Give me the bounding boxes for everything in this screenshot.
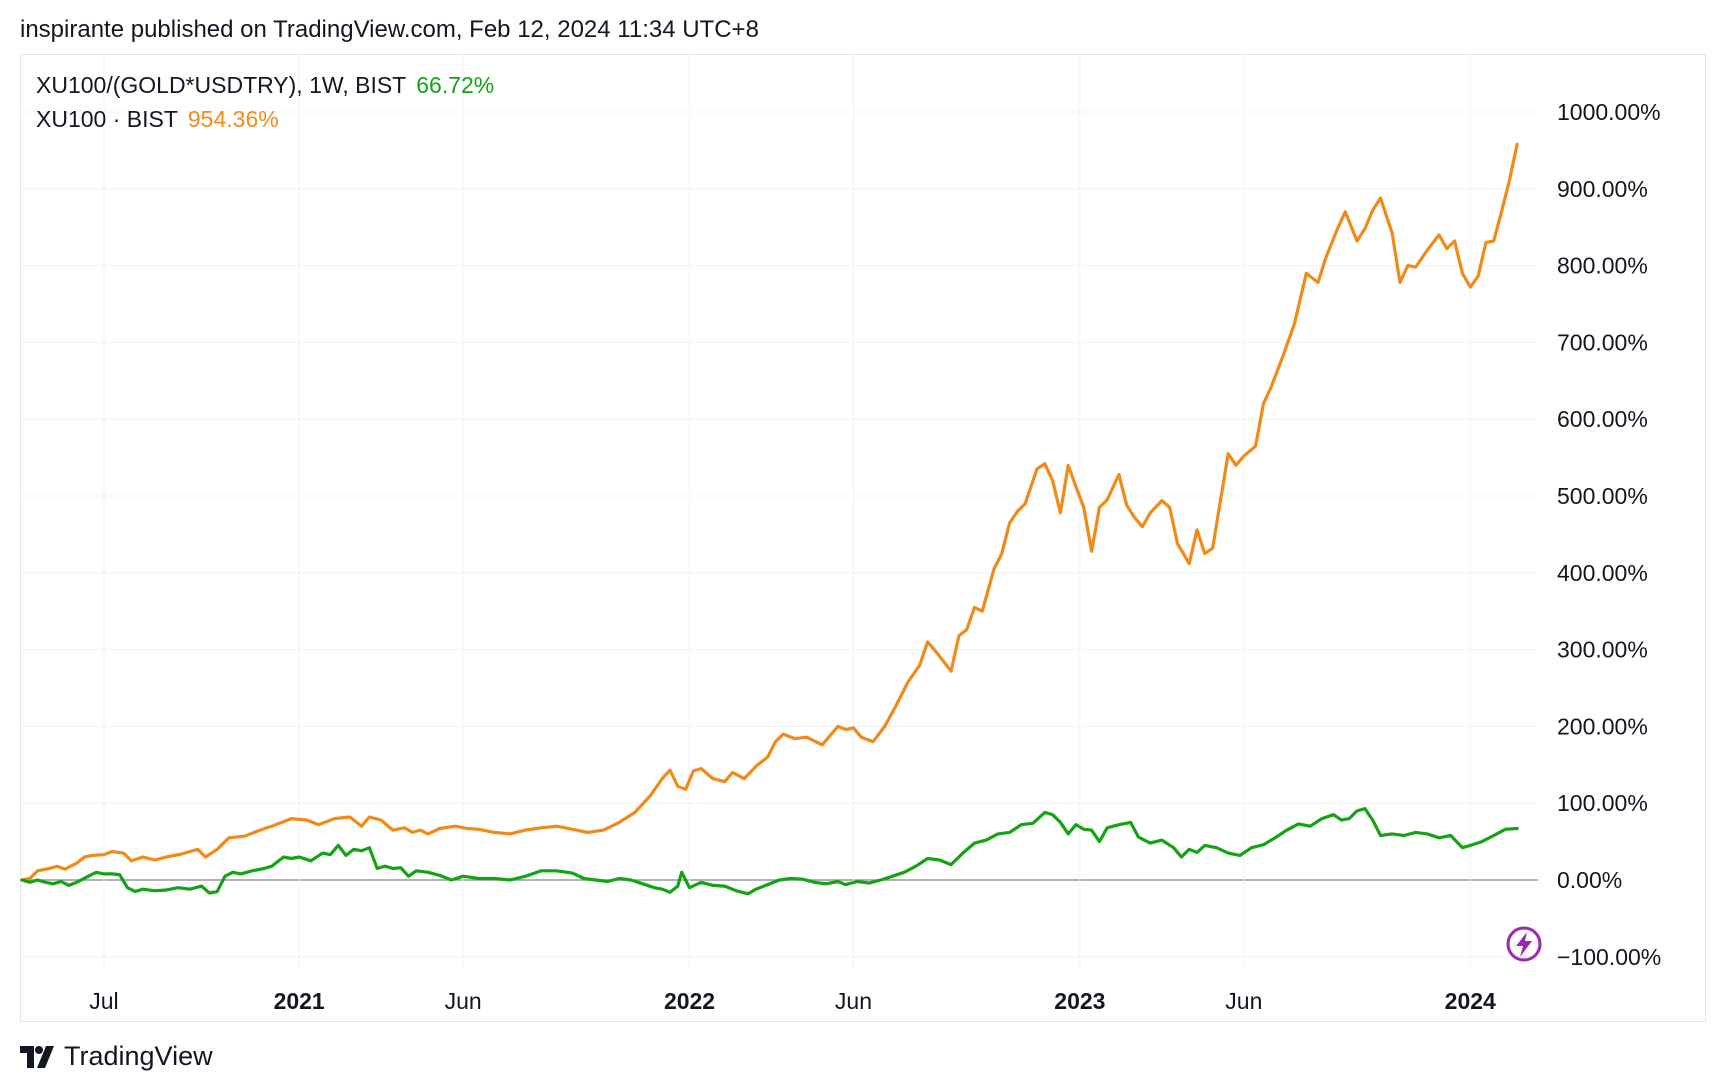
legend-ratio-label: XU100/(GOLD*USDTRY), 1W, BIST <box>36 72 407 98</box>
x-tick-label: 2021 <box>274 988 325 1014</box>
y-axis-ticks: 1000.00% 900.00% 800.00% 700.00% 600.00% 500.… <box>1557 99 1661 970</box>
y-tick-label: 1000.00% <box>1557 99 1661 125</box>
x-tick-label: 2023 <box>1054 988 1105 1014</box>
legend-ratio-value: 66.72% <box>416 72 495 98</box>
y-tick-label: 700.00% <box>1557 329 1648 355</box>
chart-series <box>20 142 1519 896</box>
x-tick-label: Jun <box>835 988 872 1014</box>
legend-index-value: 954.36% <box>187 106 279 132</box>
x-tick-label: 2024 <box>1445 988 1496 1014</box>
legend-index[interactable]: XU100 · BIST 954.36% <box>36 106 279 133</box>
y-tick-label: 500.00% <box>1557 483 1648 509</box>
y-tick-label: 200.00% <box>1557 713 1648 739</box>
y-tick-label: 900.00% <box>1557 176 1648 202</box>
series-line-ratio[interactable] <box>20 807 1519 896</box>
y-tick-label: 100.00% <box>1557 790 1648 816</box>
x-tick-label: 2022 <box>664 988 715 1014</box>
tradingview-logo-icon <box>20 1045 54 1068</box>
y-tick-label: 300.00% <box>1557 637 1648 663</box>
y-tick-label: 400.00% <box>1557 560 1648 586</box>
y-tick-label: 0.00% <box>1557 867 1622 893</box>
x-tick-label: Jul <box>89 988 118 1014</box>
y-tick-label: 800.00% <box>1557 253 1648 279</box>
series-line-xu100[interactable] <box>20 142 1519 882</box>
legend-ratio[interactable]: XU100/(GOLD*USDTRY), 1W, BIST 66.72% <box>36 72 494 99</box>
y-tick-label: 600.00% <box>1557 406 1648 432</box>
chart-grid <box>20 54 1538 968</box>
publisher-header: inspirante published on TradingView.com,… <box>20 16 759 43</box>
x-tick-label: Jun <box>1225 988 1262 1014</box>
snapshot-bolt-icon[interactable] <box>1506 926 1542 962</box>
chart-frame[interactable] <box>20 54 1706 1022</box>
x-tick-label: Jun <box>445 988 482 1014</box>
tradingview-footer[interactable]: TradingView <box>20 1041 213 1072</box>
tradingview-brand: TradingView <box>64 1041 213 1071</box>
x-axis-ticks: Jul 2021 Jun 2022 Jun 2023 Jun 2024 <box>89 988 1496 1014</box>
legend-index-label: XU100 · BIST <box>36 106 178 132</box>
y-tick-label: −100.00% <box>1557 944 1661 970</box>
